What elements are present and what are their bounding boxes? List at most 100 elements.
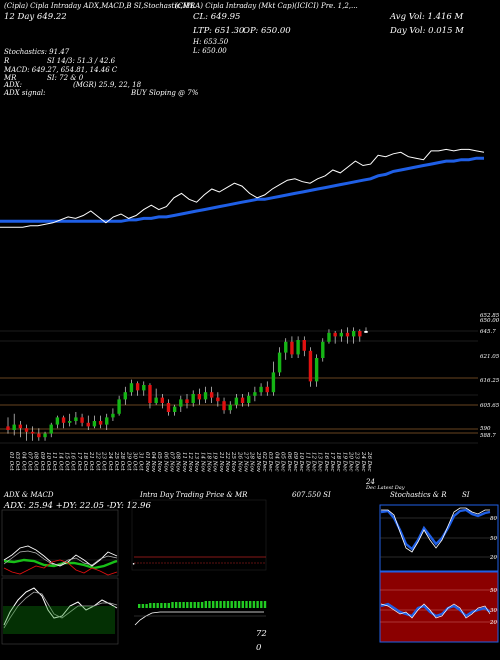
date-tick-label: 21 Nov (218, 451, 224, 473)
candle-body (302, 340, 306, 351)
date-tick-label: 08 Nov (175, 452, 181, 473)
date-tick-label: 11 Oct (51, 452, 57, 471)
intraday-bar (234, 601, 237, 608)
rsi-signal-line (380, 603, 491, 619)
candle-body (142, 385, 146, 391)
candle-body (358, 331, 362, 337)
intraday-num-a: 72 (256, 629, 267, 639)
macd-value: MACD: 649.27, 654.81, 14.46 C (4, 66, 118, 74)
date-tick-label: 31 Oct (138, 452, 144, 471)
candle-body (111, 413, 115, 418)
date-tick-label: 13 Dec (317, 452, 323, 472)
candle-body (345, 332, 350, 337)
bottom-date: 24 (366, 478, 375, 486)
candle-body (166, 403, 171, 412)
avg-volume: Avg Vol: 1.416 M (390, 12, 464, 22)
intraday-bar (223, 601, 226, 608)
candle-body (43, 433, 47, 438)
intraday-axis-label: • (132, 562, 135, 568)
candle-body (105, 417, 109, 425)
date-tick-label: 17 Dec (329, 452, 335, 472)
stoch-tick-80: 80 (490, 516, 497, 522)
intraday-bar (260, 601, 263, 608)
intraday-bar (167, 603, 170, 608)
date-tick-label: 21 Oct (88, 451, 94, 471)
date-tick-label: 05 Dec (280, 452, 286, 472)
date-tick-label: 11 Dec (304, 452, 310, 472)
date-tick-label: 04 Oct (20, 452, 26, 471)
intraday-bar (156, 603, 159, 608)
intraday-bar (256, 601, 259, 608)
date-tick-label: 25 Oct (113, 451, 119, 471)
candle-body (68, 421, 72, 423)
intraday-bar (204, 601, 207, 608)
date-labels-group: 01 Oct 03 Oct 04 Oct 07 Oct 08 Oct 09 Oct 10 O… (8, 451, 372, 473)
intraday-bar (208, 601, 211, 608)
rsi-label-a: R (4, 57, 10, 65)
stoch-d-line (381, 507, 490, 553)
candle-body (209, 392, 214, 398)
date-tick-label: 08 Oct (33, 452, 39, 471)
date-tick-label: 02 Dec (261, 452, 267, 472)
intraday-bar (189, 602, 193, 608)
date-tick-label: 06 Nov (162, 452, 168, 473)
date-tick-label: 12 Nov (187, 452, 193, 473)
intraday-bar (178, 602, 182, 608)
intraday-bar (252, 601, 256, 608)
intraday-bar (145, 604, 148, 608)
intraday-bar (152, 603, 156, 608)
date-tick-label: 24 Oct (107, 451, 113, 471)
candle-body (185, 399, 189, 403)
candle-body (240, 397, 245, 403)
day-volume: Day Vol: 0.015 M (390, 26, 464, 36)
date-tick-label: 16 Oct (70, 452, 76, 471)
intraday-bar (193, 602, 196, 608)
stoch-tick-20: 20 (489, 555, 497, 561)
date-tick-label: 09 Oct (39, 452, 45, 471)
candle-body (321, 341, 325, 358)
date-tick-label: 23 Oct (101, 451, 107, 471)
date-tick-label: 28 Oct (119, 451, 125, 471)
date-tick-label: 17 Oct (76, 452, 82, 471)
adx-values: (MGR) 25.9, 22, 18 (73, 81, 142, 89)
intraday-volume-bars (138, 601, 267, 608)
adx-signal: BUY Sloping @ 7% (131, 89, 199, 97)
intraday-bar (141, 604, 145, 608)
intraday-bar (197, 602, 200, 608)
date-tick-label: 29 Nov (255, 451, 261, 473)
intraday-bar (149, 603, 152, 608)
candle-body (30, 431, 35, 434)
rsi-line (380, 602, 491, 618)
date-tick-label: 10 Dec (298, 452, 304, 472)
date-tick-label: 19 Dec (341, 452, 347, 472)
price-tick-label: 616.25 (480, 378, 500, 384)
intraday-bar (182, 602, 185, 608)
candle-body (92, 421, 97, 427)
candle-body (12, 424, 16, 430)
macd-line (3, 587, 118, 626)
candle-body (191, 394, 195, 403)
adx-white-line-2 (3, 550, 118, 566)
date-tick-label: 04 Nov (150, 452, 156, 473)
candle-body (265, 386, 269, 393)
date-tick-label: 29 Oct (125, 451, 131, 471)
stoch-k-line (380, 508, 491, 551)
date-tick-label: 14 Nov (199, 452, 205, 473)
date-tick-label: 23 Dec (354, 451, 360, 472)
candle-body (49, 424, 53, 434)
date-tick-label: 18 Nov (206, 452, 212, 473)
candle-body (24, 428, 29, 432)
intraday-bar (226, 601, 230, 608)
candle-body (290, 341, 294, 355)
adx-panel-frame (1, 509, 119, 577)
candle-body (216, 397, 220, 402)
candle-body (37, 433, 41, 438)
date-tick-label: 04 Dec (273, 452, 279, 472)
candle-body (333, 332, 337, 337)
date-tick-label: 14 Oct (57, 452, 63, 471)
candle-body (259, 386, 263, 393)
candle-body (277, 352, 282, 373)
date-tick-label: 28 Nov (249, 451, 255, 473)
